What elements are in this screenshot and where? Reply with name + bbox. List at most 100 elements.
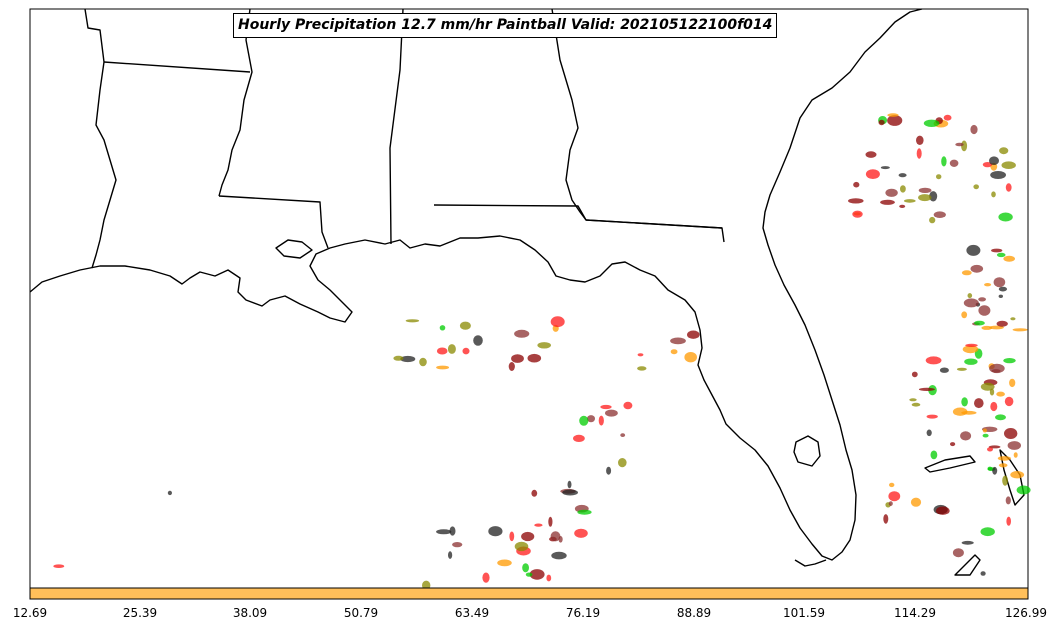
precip-cell [1003, 255, 1015, 262]
bahamas-andros [924, 455, 976, 473]
precip-cell [562, 489, 578, 496]
precip-cell [887, 115, 903, 126]
precip-cell [918, 187, 932, 193]
lake-okeechobee [793, 435, 821, 467]
precip-cell [926, 414, 938, 419]
precip-cell [1010, 317, 1016, 321]
precip-cell [522, 563, 529, 573]
fl-ga-border [585, 219, 723, 229]
colorbar-tick: 114.29 [894, 606, 936, 620]
precip-cell [991, 191, 996, 198]
precip-cell [53, 564, 65, 568]
precip-cell [910, 497, 922, 507]
precip-cell [670, 349, 678, 355]
precip-cell [996, 252, 1006, 258]
precip-cell [567, 480, 572, 489]
precip-cell [548, 516, 553, 527]
precip-cell [436, 347, 448, 355]
precip-cell [1006, 516, 1011, 526]
precip-cell [889, 482, 895, 488]
precip-cell [885, 188, 898, 197]
colorbar-tick: 88.89 [676, 606, 712, 620]
map-title: Hourly Precipitation 12.7 mm/hr Paintbal… [233, 13, 778, 38]
ms-al-border [389, 8, 404, 245]
colorbar-tick: 76.19 [565, 606, 601, 620]
precip-cell [993, 277, 1006, 288]
precip-cell [930, 450, 938, 460]
precip-cell [941, 156, 947, 167]
precip-cell [923, 119, 940, 128]
precip-cell [550, 531, 561, 542]
precip-cell [963, 298, 979, 308]
precip-cell [984, 283, 992, 287]
precip-cell [852, 210, 863, 218]
precip-cell [600, 404, 612, 410]
precip-cells [53, 113, 1031, 591]
colorbar-tick: 126.99 [1005, 606, 1047, 620]
precip-cell [980, 527, 995, 537]
precip-cell [447, 344, 456, 354]
precip-cell [989, 363, 1005, 374]
precip-cell [962, 345, 979, 354]
precip-cell [991, 248, 1003, 253]
precip-cell [918, 194, 932, 202]
precip-cell [670, 337, 686, 345]
precip-cell [880, 199, 895, 205]
precip-cell [982, 428, 988, 433]
precip-cell [955, 142, 964, 147]
precip-cell [950, 442, 956, 447]
precip-cell [405, 319, 420, 323]
precip-cell [1005, 183, 1012, 192]
precip-cell [900, 185, 906, 193]
precip-cell [987, 466, 993, 471]
precip-cell [973, 184, 979, 190]
precip-cell [996, 320, 1008, 327]
precip-cell [1004, 428, 1018, 439]
precip-cell [887, 113, 899, 117]
precip-cell [888, 501, 893, 506]
precip-cell [888, 491, 901, 502]
precip-cell [878, 119, 885, 126]
precip-cell [623, 401, 633, 410]
precip-cell [1009, 378, 1016, 388]
precip-cell [911, 371, 918, 378]
precip-cell [898, 173, 907, 178]
precip-cell [980, 571, 986, 576]
precip-cell [527, 353, 542, 363]
precip-cell [943, 114, 952, 121]
precip-cell [967, 293, 973, 299]
precip-cell [449, 526, 456, 536]
precip-cell [982, 162, 993, 168]
precip-cell [497, 559, 512, 567]
precip-cell [974, 398, 984, 409]
precip-cell [167, 490, 172, 496]
colorbar-tick: 25.39 [122, 606, 158, 620]
precip-cell [916, 148, 922, 159]
precip-cell [1001, 161, 1016, 169]
precip-cell [990, 171, 1006, 179]
la-ms-border [84, 8, 117, 269]
florida-keys [794, 559, 827, 567]
precip-cell [577, 509, 592, 515]
precip-cell [393, 355, 404, 361]
precip-cell [965, 343, 978, 347]
precip-cell [448, 551, 453, 559]
precip-cell [1012, 328, 1028, 332]
precip-cell [521, 531, 535, 542]
precip-cell [1004, 396, 1014, 407]
precip-cell [439, 325, 446, 331]
precip-cell [974, 320, 985, 326]
precip-cell [514, 541, 529, 552]
precip-cell [981, 325, 993, 330]
precip-cell [1003, 358, 1016, 364]
precip-cell [978, 305, 991, 316]
precip-cell [436, 529, 452, 535]
coastline [29, 8, 923, 561]
ar-la-border [103, 61, 251, 73]
precip-cell [511, 354, 524, 363]
precip-cell [936, 174, 942, 180]
precip-cell [452, 542, 463, 548]
lake-pontchartrain [275, 239, 313, 259]
precip-cell [853, 181, 860, 188]
precip-cell [488, 526, 503, 537]
